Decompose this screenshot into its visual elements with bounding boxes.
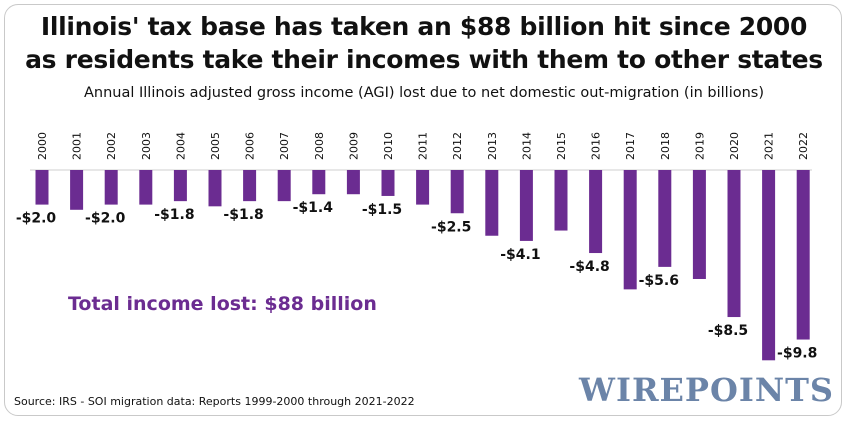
data-label: -$1.5 <box>362 202 402 218</box>
year-tick-label: 2020 <box>728 132 741 160</box>
data-label: -$1.8 <box>223 207 263 223</box>
year-tick-label: 2003 <box>140 132 153 160</box>
year-tick-label: 2016 <box>590 132 603 160</box>
bar-2012 <box>450 170 464 214</box>
chart-title-line-1: Illinois' tax base has taken an $88 bill… <box>40 12 808 41</box>
source-note: Source: IRS - SOI migration data: Report… <box>14 395 415 408</box>
bar-2005 <box>208 170 222 207</box>
data-label: -$4.8 <box>569 259 609 275</box>
year-tick-label: 2000 <box>36 132 49 160</box>
year-tick-label: 2007 <box>278 132 291 160</box>
year-tick-label: 2014 <box>520 132 533 160</box>
bar-2010 <box>381 170 395 196</box>
year-tick-label: 2006 <box>244 132 257 160</box>
year-tick-label: 2017 <box>624 132 637 160</box>
year-tick-label: 2015 <box>555 132 568 160</box>
chart-subtitle: Annual Illinois adjusted gross income (A… <box>83 85 765 101</box>
total-income-lost-label: Total income lost: $88 billion <box>68 293 377 315</box>
bar-2008 <box>312 170 326 195</box>
bar-2011 <box>416 170 430 205</box>
year-tick-label: 2004 <box>174 132 187 160</box>
bar-2016 <box>589 170 603 254</box>
year-tick-label: 2010 <box>382 132 395 160</box>
year-tick-label: 2022 <box>797 132 810 160</box>
bar-2017 <box>623 170 637 290</box>
data-label: -$8.5 <box>708 323 748 339</box>
year-tick-label: 2018 <box>659 132 672 160</box>
year-tick-label: 2005 <box>209 132 222 160</box>
bar-2006 <box>243 170 257 202</box>
bar-2003 <box>139 170 153 205</box>
year-tick-label: 2002 <box>105 132 118 160</box>
bar-2007 <box>277 170 291 202</box>
bar-2004 <box>173 170 187 202</box>
data-label: -$4.1 <box>500 247 540 263</box>
bar-2001 <box>70 170 84 210</box>
bar-2000 <box>35 170 49 205</box>
year-tick-label: 2019 <box>693 132 706 160</box>
bar-2018 <box>658 170 672 267</box>
data-label: -$5.6 <box>639 273 679 289</box>
chart-title-line-2: as residents take their incomes with the… <box>25 45 823 74</box>
bar-2022 <box>796 170 810 340</box>
bar-2020 <box>727 170 741 318</box>
bar-2002 <box>104 170 118 205</box>
year-tick-label: 2011 <box>417 132 430 160</box>
year-tick-label: 2013 <box>486 132 499 160</box>
data-label: -$1.8 <box>154 207 194 223</box>
wirepoints-logo: WIREPOINTS <box>579 371 834 409</box>
bar-2013 <box>485 170 499 236</box>
year-tick-label: 2009 <box>347 132 360 160</box>
bar-2021 <box>762 170 776 361</box>
data-label: -$9.8 <box>777 346 817 362</box>
data-label: -$2.0 <box>16 211 57 227</box>
bar-2019 <box>692 170 706 279</box>
bar-2015 <box>554 170 568 231</box>
year-tick-label: 2012 <box>451 132 464 160</box>
year-tick-label: 2021 <box>763 132 776 160</box>
data-label: -$2.5 <box>431 219 471 235</box>
year-tick-label: 2001 <box>71 132 84 160</box>
data-label: -$1.4 <box>293 200 334 216</box>
bar-2014 <box>519 170 533 241</box>
data-label: -$2.0 <box>85 211 126 227</box>
bar-2009 <box>346 170 360 195</box>
year-tick-label: 2008 <box>313 132 326 160</box>
